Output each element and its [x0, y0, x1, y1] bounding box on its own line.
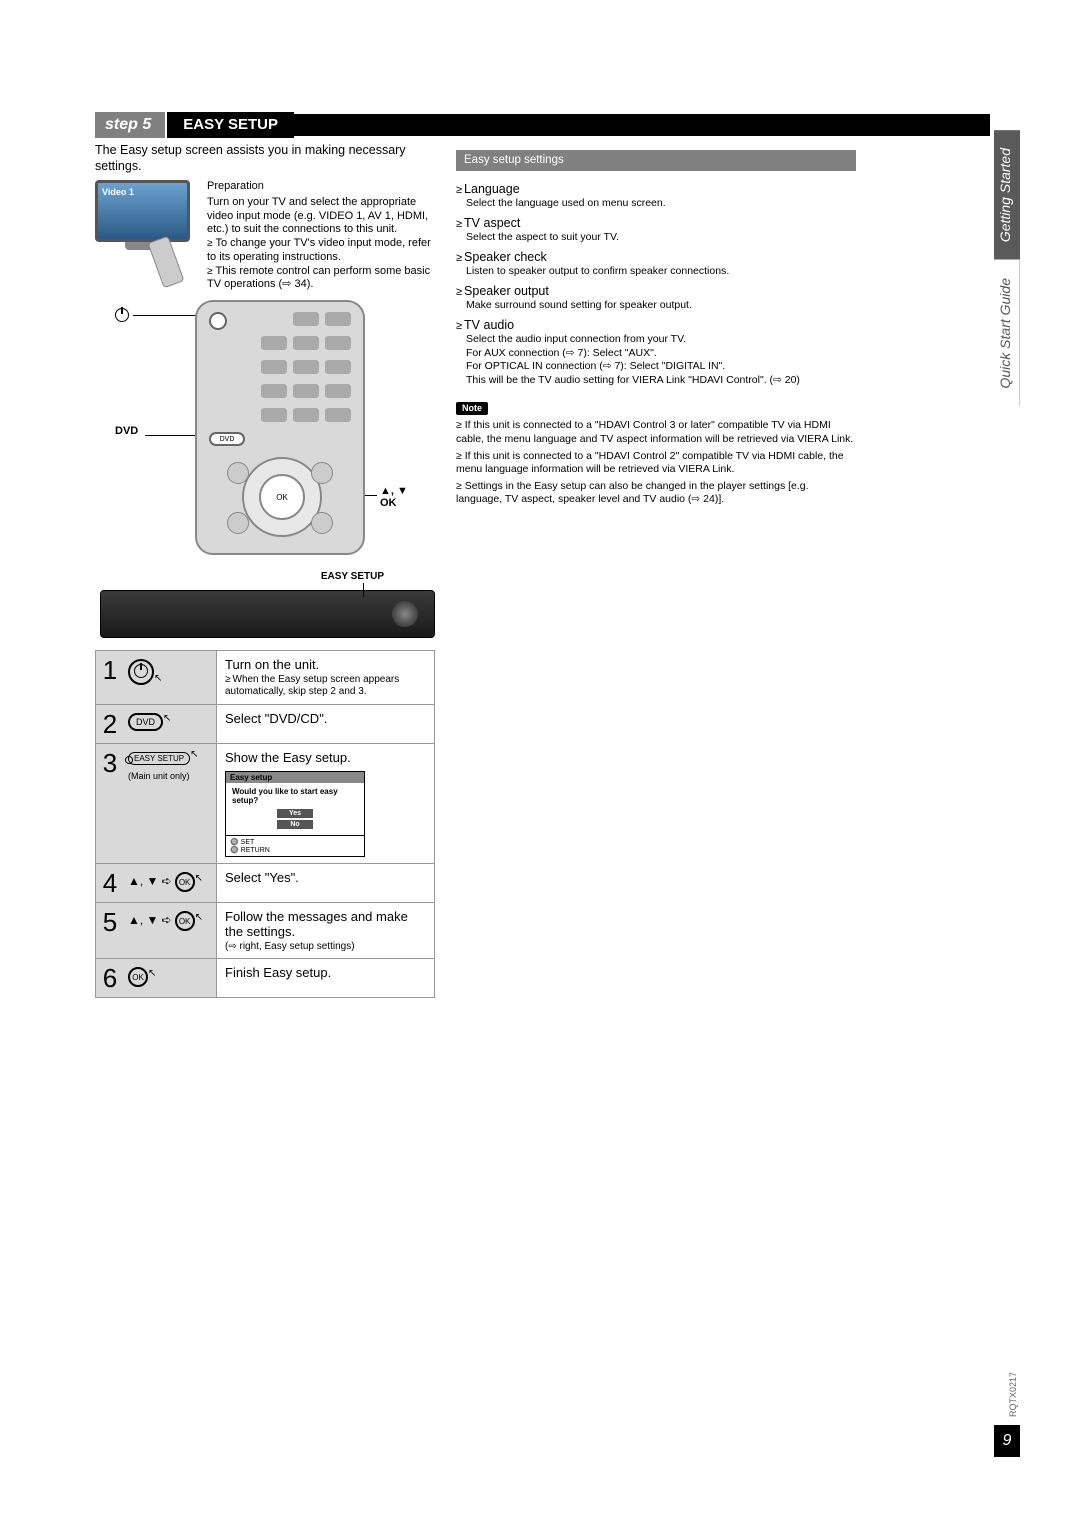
preparation-bullet: This remote control can perform some bas… — [207, 265, 440, 293]
step-index: 5 — [96, 903, 124, 958]
step-row: 2 DVD↖ Select "DVD/CD". — [96, 705, 434, 744]
remote-diagram: DVD ▲, ▼ OK DVD OK — [115, 300, 435, 555]
ok-button-icon: OK — [175, 911, 195, 931]
tab-quick-start: Quick Start Guide — [994, 260, 1020, 407]
step-number-label: step 5 — [95, 112, 167, 138]
step-icon-cell: ▲, ▼ ➪ OK↖ — [124, 903, 216, 958]
note-list: If this unit is connected to a "HDAVI Co… — [456, 419, 856, 507]
dialog-return: 🔘 — [230, 847, 241, 854]
preparation-text: Preparation Turn on your TV and select t… — [207, 180, 440, 292]
dialog-set-label: SET — [241, 839, 255, 846]
step-icon-cell: EASY SETUP↖ (Main unit only) — [124, 744, 216, 863]
step-row: 1 ↖ Turn on the unit. When the Easy setu… — [96, 651, 434, 705]
step-row: 3 EASY SETUP↖ (Main unit only) Show the … — [96, 744, 434, 864]
player-unit-illustration: EASY SETUP — [100, 590, 435, 638]
step-header: step 5 EASY SETUP — [95, 112, 294, 138]
step-title: Follow the messages and make the setting… — [225, 909, 426, 939]
remote-body: DVD OK — [195, 300, 365, 555]
step-title: Finish Easy setup. — [225, 965, 426, 980]
step-title: Show the Easy setup. — [225, 750, 426, 765]
setting-desc: Select the aspect to suit your TV. — [456, 231, 856, 245]
dialog-return-label: RETURN — [241, 847, 270, 854]
setting-title: Speaker check — [456, 249, 856, 265]
setting-desc: Select the language used on menu screen. — [456, 197, 856, 211]
callout-line — [133, 315, 203, 316]
ok-button-icon: OK — [128, 967, 148, 987]
step-row: 6 OK↖ Finish Easy setup. — [96, 959, 434, 997]
right-column: Easy setup settings LanguageSelect the l… — [456, 150, 856, 510]
player-knob — [392, 601, 418, 627]
step-row: 5 ▲, ▼ ➪ OK↖ Follow the messages and mak… — [96, 903, 434, 959]
intro-text: The Easy setup screen assists you in mak… — [95, 142, 450, 175]
remote-ok-dpad: OK — [259, 474, 305, 520]
setting-desc: Listen to speaker output to confirm spea… — [456, 265, 856, 279]
step-title: EASY SETUP — [167, 112, 294, 138]
setting-title: Speaker output — [456, 283, 856, 299]
dialog-yes: Yes — [277, 809, 313, 818]
preparation-heading: Preparation — [207, 180, 440, 194]
updown-icon: ▲, ▼ — [128, 874, 158, 888]
remote-dvd-button: DVD — [209, 432, 245, 446]
preparation-block: Video 1 Preparation Turn on your TV and … — [95, 180, 440, 292]
ok-button-icon: OK — [175, 872, 195, 892]
step-row: 4 ▲, ▼ ➪ OK↖ Select "Yes". — [96, 864, 434, 903]
step-index: 2 — [96, 705, 124, 743]
step-index: 1 — [96, 651, 124, 704]
arrow-right-icon: ➪ — [161, 874, 171, 888]
step-subtext: When the Easy setup screen appears autom… — [225, 674, 426, 698]
easy-setup-button-icon: EASY SETUP — [128, 752, 190, 765]
step-subtext: (⇨ right, Easy setup settings) — [225, 941, 426, 952]
step-icon-cell: ▲, ▼ ➪ OK↖ — [124, 864, 216, 902]
step-title: Select "DVD/CD". — [225, 711, 426, 726]
updown-icon: ▲, ▼ — [128, 913, 158, 927]
manual-page: step 5 EASY SETUP The Easy setup screen … — [0, 0, 1080, 1527]
note-item: Settings in the Easy setup can also be c… — [456, 480, 856, 507]
document-id: RQTX0217 — [1008, 1372, 1018, 1417]
setting-title: Language — [456, 181, 856, 197]
side-tabs: Getting Started Quick Start Guide — [994, 130, 1020, 407]
note-item: If this unit is connected to a "HDAVI Co… — [456, 450, 856, 477]
step-index: 6 — [96, 959, 124, 997]
tv-illustration: Video 1 — [95, 180, 195, 292]
step-title: Select "Yes". — [225, 870, 426, 885]
dvd-button-icon: DVD — [128, 713, 163, 731]
note-badge: Note — [456, 402, 488, 416]
step-index: 3 — [96, 744, 124, 863]
dialog-question: Would you like to start easy setup? — [232, 787, 358, 805]
setting-desc: Make surround sound setting for speaker … — [456, 299, 856, 313]
note-item: If this unit is connected to a "HDAVI Co… — [456, 419, 856, 446]
remote-power-button — [209, 312, 227, 330]
tv-video-label: Video 1 — [102, 187, 134, 197]
arrow-right-icon: ➪ — [161, 913, 171, 927]
settings-header: Easy setup settings — [456, 150, 856, 171]
step-index: 4 — [96, 864, 124, 902]
preparation-bullet: To change your TV's video input mode, re… — [207, 237, 440, 265]
step-icon-cell: ↖ — [124, 651, 216, 704]
power-icon — [115, 308, 129, 322]
arrows-ok-label: ▲, ▼ OK — [380, 485, 408, 509]
setting-title: TV audio — [456, 317, 856, 333]
step-title: Turn on the unit. — [225, 657, 426, 672]
preparation-body: Turn on your TV and select the appropria… — [207, 196, 440, 237]
easy-setup-callout: EASY SETUP — [321, 571, 384, 582]
power-icon — [128, 659, 154, 685]
dvd-label: DVD — [115, 425, 138, 437]
steps-table: 1 ↖ Turn on the unit. When the Easy setu… — [95, 650, 435, 998]
step-icon-cell: DVD↖ — [124, 705, 216, 743]
dialog-set: 🔘 — [230, 839, 241, 846]
settings-list: LanguageSelect the language used on menu… — [456, 181, 856, 388]
dialog-no: No — [277, 820, 313, 829]
setting-title: TV aspect — [456, 215, 856, 231]
tab-getting-started: Getting Started — [994, 130, 1020, 260]
mini-remote-icon — [147, 236, 184, 289]
dialog-header: Easy setup — [226, 772, 364, 783]
page-number: 9 — [994, 1425, 1020, 1457]
main-unit-note: (Main unit only) — [128, 771, 212, 781]
step-icon-cell: OK↖ — [124, 959, 216, 997]
easy-setup-dialog: Easy setup Would you like to start easy … — [225, 771, 365, 857]
setting-desc: Select the audio input connection from y… — [456, 333, 856, 388]
